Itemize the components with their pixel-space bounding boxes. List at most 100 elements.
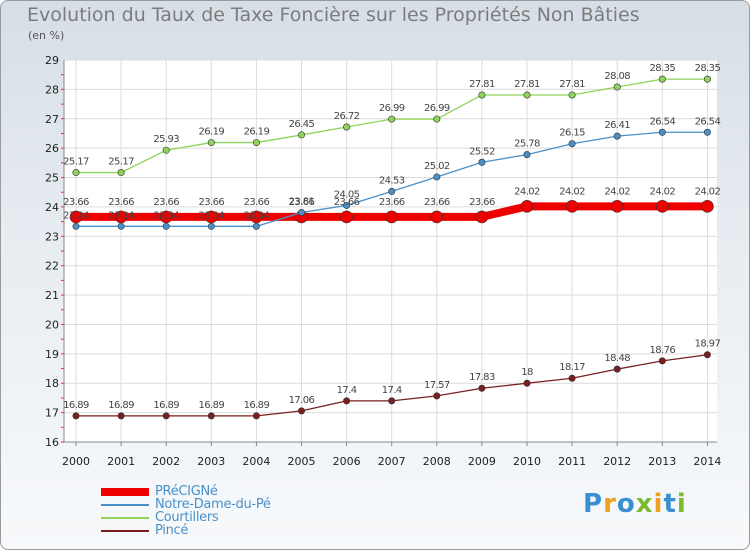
data-point	[72, 412, 80, 420]
data-label: 24.53	[379, 175, 405, 186]
data-point	[252, 412, 260, 420]
data-point	[520, 200, 534, 213]
x-tick-label: 2006	[333, 455, 361, 468]
data-point	[613, 83, 621, 91]
data-point	[568, 140, 576, 148]
logo-letter: t	[663, 489, 677, 519]
logo-letter: P	[583, 489, 604, 519]
data-label: 26.19	[198, 127, 224, 138]
data-point	[252, 222, 260, 230]
data-labels: 23.66 23.66 23.66 23.66 23.66 23.66 23.66 23.66…	[63, 63, 721, 411]
data-label: 16.89	[63, 400, 89, 411]
data-point	[478, 158, 486, 166]
x-tick-label: 2001	[107, 455, 135, 468]
data-label: 18.97	[695, 339, 721, 350]
data-label: 18	[521, 367, 533, 378]
data-label: 23.66	[469, 197, 495, 208]
data-label: 23.34	[63, 210, 89, 221]
data-label: 25.93	[153, 134, 179, 145]
legend: PRéCIGNé Notre-Dame-du-Pé Courtillers Pincé	[101, 485, 271, 537]
y-tick-label: 22	[45, 260, 59, 273]
legend-label: Notre-Dame-du-Pé	[155, 497, 271, 512]
data-label: 27.81	[514, 79, 540, 90]
y-tick-label: 20	[45, 318, 59, 331]
data-label: 25.78	[514, 139, 540, 150]
data-point	[658, 357, 666, 365]
data-point	[343, 123, 351, 131]
legend-swatch	[101, 516, 149, 519]
legend-swatch	[101, 487, 149, 496]
data-point	[523, 379, 531, 387]
data-label: 16.89	[153, 400, 179, 411]
data-label: 28.35	[649, 63, 675, 74]
data-point	[72, 169, 80, 177]
data-label: 27.81	[469, 79, 495, 90]
unit-label: (en %)	[28, 29, 65, 42]
legend-label: PRéCIGNé	[155, 484, 218, 499]
data-point	[117, 169, 125, 177]
data-point	[565, 200, 579, 213]
data-point	[207, 412, 215, 420]
data-label: 18.17	[559, 362, 585, 373]
x-tick-label: 2011	[558, 455, 586, 468]
data-point	[658, 128, 666, 136]
data-label: 25.02	[424, 161, 450, 172]
data-label: 17.06	[289, 395, 315, 406]
x-tick-label: 2003	[197, 455, 225, 468]
y-tick-label: 19	[45, 348, 59, 361]
data-label: 17.4	[382, 385, 402, 396]
data-label: 28.08	[604, 71, 630, 82]
x-tick-label: 2009	[468, 455, 496, 468]
data-point	[385, 210, 399, 224]
data-point	[613, 132, 621, 140]
data-label: 23.66	[289, 197, 315, 208]
x-tick-label: 2002	[152, 455, 180, 468]
data-label: 23.66	[424, 197, 450, 208]
y-tick-label: 25	[45, 172, 59, 185]
data-label: 23.66	[63, 197, 89, 208]
data-label: 24.02	[604, 186, 630, 197]
y-tick-label: 26	[45, 142, 59, 155]
legend-item: Notre-Dame-du-Pé	[101, 498, 271, 511]
proxiti-logo: Proxiti	[583, 489, 687, 519]
series-layer	[69, 75, 714, 420]
data-point	[433, 173, 441, 181]
data-point	[475, 210, 489, 224]
y-tick-label: 21	[45, 289, 59, 302]
y-tick-label: 16	[45, 436, 59, 449]
x-tick-label: 2012	[603, 455, 631, 468]
chart-title: Evolution du Taux de Taxe Foncière sur l…	[27, 4, 640, 26]
x-tick-label: 2010	[513, 455, 541, 468]
data-label: 23.66	[108, 197, 134, 208]
data-point	[72, 222, 80, 230]
data-label: 26.54	[695, 116, 721, 127]
y-tick-label: 29	[45, 54, 59, 67]
data-point	[703, 128, 711, 136]
data-point	[701, 200, 714, 213]
data-point	[117, 412, 125, 420]
legend-label: Courtillers	[155, 510, 219, 525]
data-point	[703, 351, 711, 359]
data-point	[252, 139, 260, 147]
logo-letter: x	[635, 489, 654, 519]
data-point	[162, 222, 170, 230]
data-point	[655, 200, 669, 213]
data-label: 17.83	[469, 372, 495, 383]
data-label: 16.89	[108, 400, 134, 411]
data-point	[430, 210, 444, 224]
data-label: 23.34	[244, 210, 270, 221]
data-label: 25.52	[469, 146, 495, 157]
data-point	[568, 91, 576, 99]
data-point	[568, 374, 576, 382]
logo-letter: o	[616, 489, 636, 519]
x-tick-label: 2007	[378, 455, 406, 468]
data-label: 26.99	[379, 103, 405, 114]
data-point	[388, 115, 396, 123]
data-point	[613, 365, 621, 373]
y-tick-label: 18	[45, 377, 59, 390]
data-label: 24.02	[514, 186, 540, 197]
data-label: 24.05	[334, 189, 360, 200]
data-label: 23.66	[379, 197, 405, 208]
